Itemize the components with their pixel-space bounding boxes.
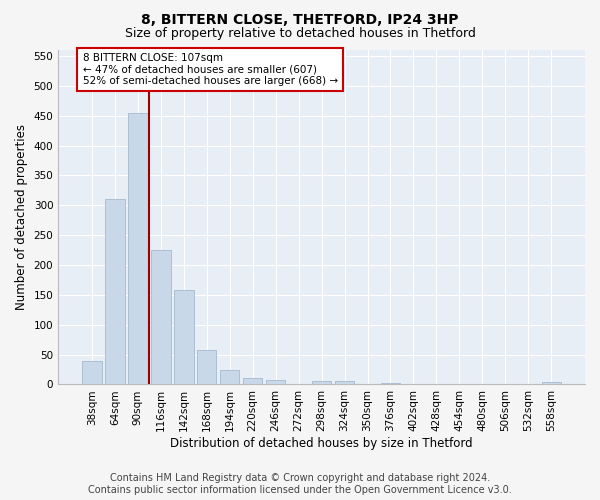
Y-axis label: Number of detached properties: Number of detached properties <box>15 124 28 310</box>
Bar <box>542 382 561 384</box>
Text: Contains HM Land Registry data © Crown copyright and database right 2024.
Contai: Contains HM Land Registry data © Crown c… <box>88 474 512 495</box>
Bar <box>335 381 355 384</box>
Bar <box>105 200 125 384</box>
Bar <box>243 378 262 384</box>
Bar <box>128 112 148 384</box>
Text: 8, BITTERN CLOSE, THETFORD, IP24 3HP: 8, BITTERN CLOSE, THETFORD, IP24 3HP <box>141 12 459 26</box>
Bar <box>82 360 101 384</box>
Bar <box>197 350 217 384</box>
Bar <box>266 380 286 384</box>
X-axis label: Distribution of detached houses by size in Thetford: Distribution of detached houses by size … <box>170 437 473 450</box>
Text: Size of property relative to detached houses in Thetford: Size of property relative to detached ho… <box>125 28 475 40</box>
Bar <box>174 290 194 384</box>
Bar <box>151 250 170 384</box>
Bar <box>220 370 239 384</box>
Text: 8 BITTERN CLOSE: 107sqm
← 47% of detached houses are smaller (607)
52% of semi-d: 8 BITTERN CLOSE: 107sqm ← 47% of detache… <box>83 53 338 86</box>
Bar <box>312 382 331 384</box>
Bar <box>381 382 400 384</box>
